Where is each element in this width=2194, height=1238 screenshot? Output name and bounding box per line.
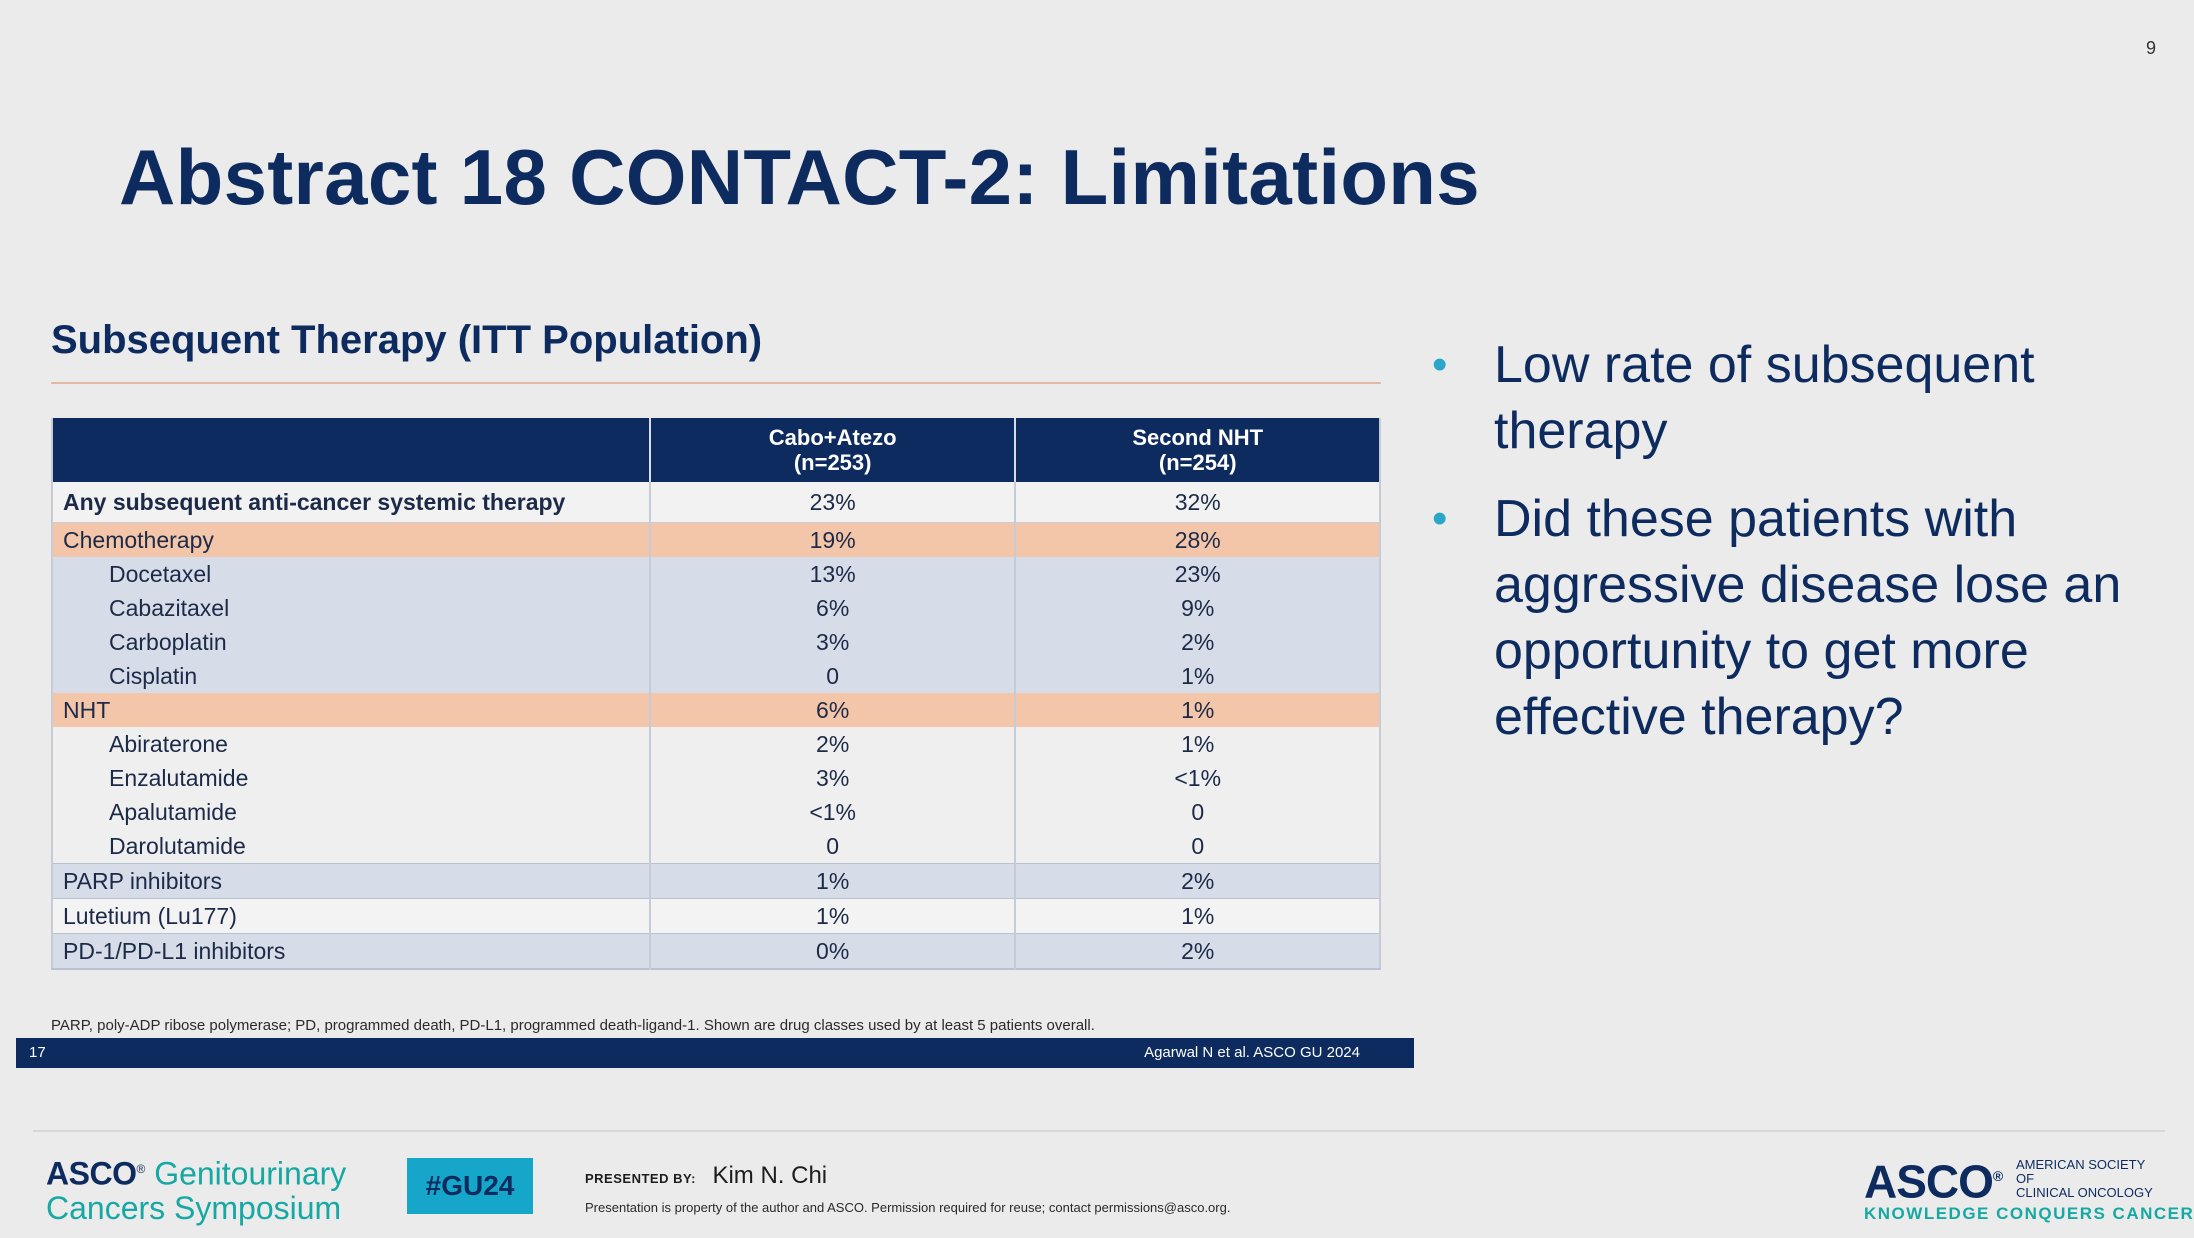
subsequent-therapy-table: Cabo+Atezo (n=253) Second NHT (n=254) An… — [51, 418, 1381, 970]
header-nht-name: Second NHT — [1132, 425, 1264, 450]
nht-value: 1% — [1015, 898, 1380, 934]
row-label: Carboplatin — [52, 625, 651, 659]
nht-value: 32% — [1015, 482, 1380, 523]
asco-tagline: KNOWLEDGE CONQUERS CANCER — [1864, 1204, 2194, 1223]
row-label: Cabazitaxel — [52, 591, 651, 625]
table-row: Docetaxel 13% 23% — [52, 557, 1380, 591]
row-label: Enzalutamide — [52, 761, 651, 795]
nht-value: 2% — [1015, 863, 1380, 899]
society-name: AMERICAN SOCIETY OF CLINICAL ONCOLOGY — [2016, 1158, 2164, 1200]
table-row: Cisplatin 0 1% — [52, 659, 1380, 693]
cabo-value: 6% — [649, 591, 1017, 625]
nht-value: 2% — [1015, 625, 1380, 659]
nht-value: 1% — [1015, 659, 1380, 693]
nht-value: 2% — [1015, 933, 1380, 969]
row-label: PD-1/PD-L1 inhibitors — [52, 933, 651, 969]
table-row: Lutetium (Lu177) 1% 1% — [52, 898, 1380, 934]
cabo-value: 23% — [649, 482, 1017, 523]
table-header-row: Cabo+Atezo (n=253) Second NHT (n=254) — [52, 418, 1380, 482]
cabo-value: 0% — [649, 933, 1017, 969]
row-label: Abiraterone — [52, 727, 651, 761]
cabo-value: 19% — [649, 522, 1017, 557]
table-row: Any subsequent anti-cancer systemic ther… — [52, 482, 1380, 523]
nht-value: 0 — [1015, 795, 1380, 829]
bullet-text: Low rate of subsequent therapy — [1494, 336, 2035, 460]
table-row: Cabazitaxel 6% 9% — [52, 591, 1380, 625]
header-blank-cell — [52, 418, 651, 482]
symposium-line1: Genitourinary — [154, 1155, 347, 1192]
bullet-text: Did these patients with aggressive disea… — [1494, 490, 2122, 746]
cabo-value: 3% — [649, 625, 1017, 659]
property-notice: Presentation is property of the author a… — [585, 1200, 1231, 1215]
symposium-line2: Cancers Symposium — [46, 1189, 342, 1226]
society-line1: AMERICAN SOCIETY OF — [2016, 1157, 2146, 1186]
asco-gu-logo: ASCO® Genitourinary Cancers Symposium — [46, 1155, 347, 1226]
table-row: Carboplatin 3% 2% — [52, 625, 1380, 659]
asco-logo-wordmark: ASCO — [1864, 1155, 1994, 1208]
table-row: PD-1/PD-L1 inhibitors 0% 2% — [52, 933, 1380, 969]
nht-value: 0 — [1015, 829, 1380, 864]
row-label: NHT — [52, 693, 651, 727]
nht-value: 9% — [1015, 591, 1380, 625]
bullet-dot-icon: • — [1432, 340, 1448, 389]
citation: Agarwal N et al. ASCO GU 2024 — [1144, 1044, 1360, 1061]
cabo-value: 0 — [649, 659, 1017, 693]
embedded-slide-number: 17 — [29, 1044, 46, 1061]
table-row: Abiraterone 2% 1% — [52, 727, 1380, 761]
row-label: Darolutamide — [52, 829, 651, 864]
cabo-value: 1% — [649, 898, 1017, 934]
row-label: Chemotherapy — [52, 522, 651, 557]
table-row: Enzalutamide 3% <1% — [52, 761, 1380, 795]
bullet-dot-icon: • — [1432, 494, 1448, 543]
bullet-item: • Did these patients with aggressive dis… — [1432, 486, 2172, 750]
nht-value: 28% — [1015, 522, 1380, 557]
presenter-name: Kim N. Chi — [712, 1162, 828, 1189]
cabo-value: 1% — [649, 863, 1017, 899]
nht-value: 23% — [1015, 557, 1380, 591]
header-second-nht: Second NHT (n=254) — [1015, 418, 1380, 482]
row-label: Docetaxel — [52, 557, 651, 591]
page-number: 9 — [2145, 38, 2156, 58]
row-label: Cisplatin — [52, 659, 651, 693]
bullet-list: • Low rate of subsequent therapy • Did t… — [1432, 332, 2172, 772]
cabo-value: 2% — [649, 727, 1017, 761]
presented-by-label: PRESENTED BY: — [585, 1171, 696, 1186]
subtitle-divider — [51, 382, 1381, 384]
nht-value: <1% — [1015, 761, 1380, 795]
cabo-value: 0 — [649, 829, 1017, 864]
header-nht-n: (n=254) — [1158, 450, 1237, 475]
table-row: PARP inhibitors 1% 2% — [52, 863, 1380, 899]
header-cabo-n: (n=253) — [793, 450, 872, 475]
cabo-value: <1% — [649, 795, 1017, 829]
cabo-value: 3% — [649, 761, 1017, 795]
header-cabo-atezo: Cabo+Atezo (n=253) — [649, 418, 1017, 482]
table-footnote: PARP, poly-ADP ribose polymerase; PD, pr… — [51, 1017, 1095, 1034]
row-label: Any subsequent anti-cancer systemic ther… — [52, 482, 651, 523]
society-line2: CLINICAL ONCOLOGY — [2016, 1185, 2153, 1200]
header-cabo-name: Cabo+Atezo — [768, 425, 897, 450]
presenter-block: PRESENTED BY: Kim N. Chi — [585, 1162, 827, 1190]
table-row: Apalutamide <1% 0 — [52, 795, 1380, 829]
table-row: Darolutamide 0 0 — [52, 829, 1380, 864]
asco-logo: ASCO® AMERICAN SOCIETY OF CLINICAL ONCOL… — [1864, 1155, 2194, 1223]
hashtag-badge: #GU24 — [407, 1158, 533, 1214]
cabo-value: 6% — [649, 693, 1017, 727]
nht-value: 1% — [1015, 727, 1380, 761]
row-label: PARP inhibitors — [52, 863, 651, 899]
table-row: Chemotherapy 19% 28% — [52, 522, 1380, 557]
citation-bar: 17 Agarwal N et al. ASCO GU 2024 — [16, 1038, 1414, 1068]
cabo-value: 13% — [649, 557, 1017, 591]
table-subtitle: Subsequent Therapy (ITT Population) — [51, 318, 763, 362]
row-label: Apalutamide — [52, 795, 651, 829]
asco-gu-wordmark: ASCO — [46, 1155, 137, 1192]
slide-title: Abstract 18 CONTACT-2: Limitations — [119, 133, 1480, 221]
nht-value: 1% — [1015, 693, 1380, 727]
footer-divider — [33, 1130, 2165, 1132]
table-row: NHT 6% 1% — [52, 693, 1380, 727]
row-label: Lutetium (Lu177) — [52, 898, 651, 934]
bullet-item: • Low rate of subsequent therapy — [1432, 332, 2172, 464]
